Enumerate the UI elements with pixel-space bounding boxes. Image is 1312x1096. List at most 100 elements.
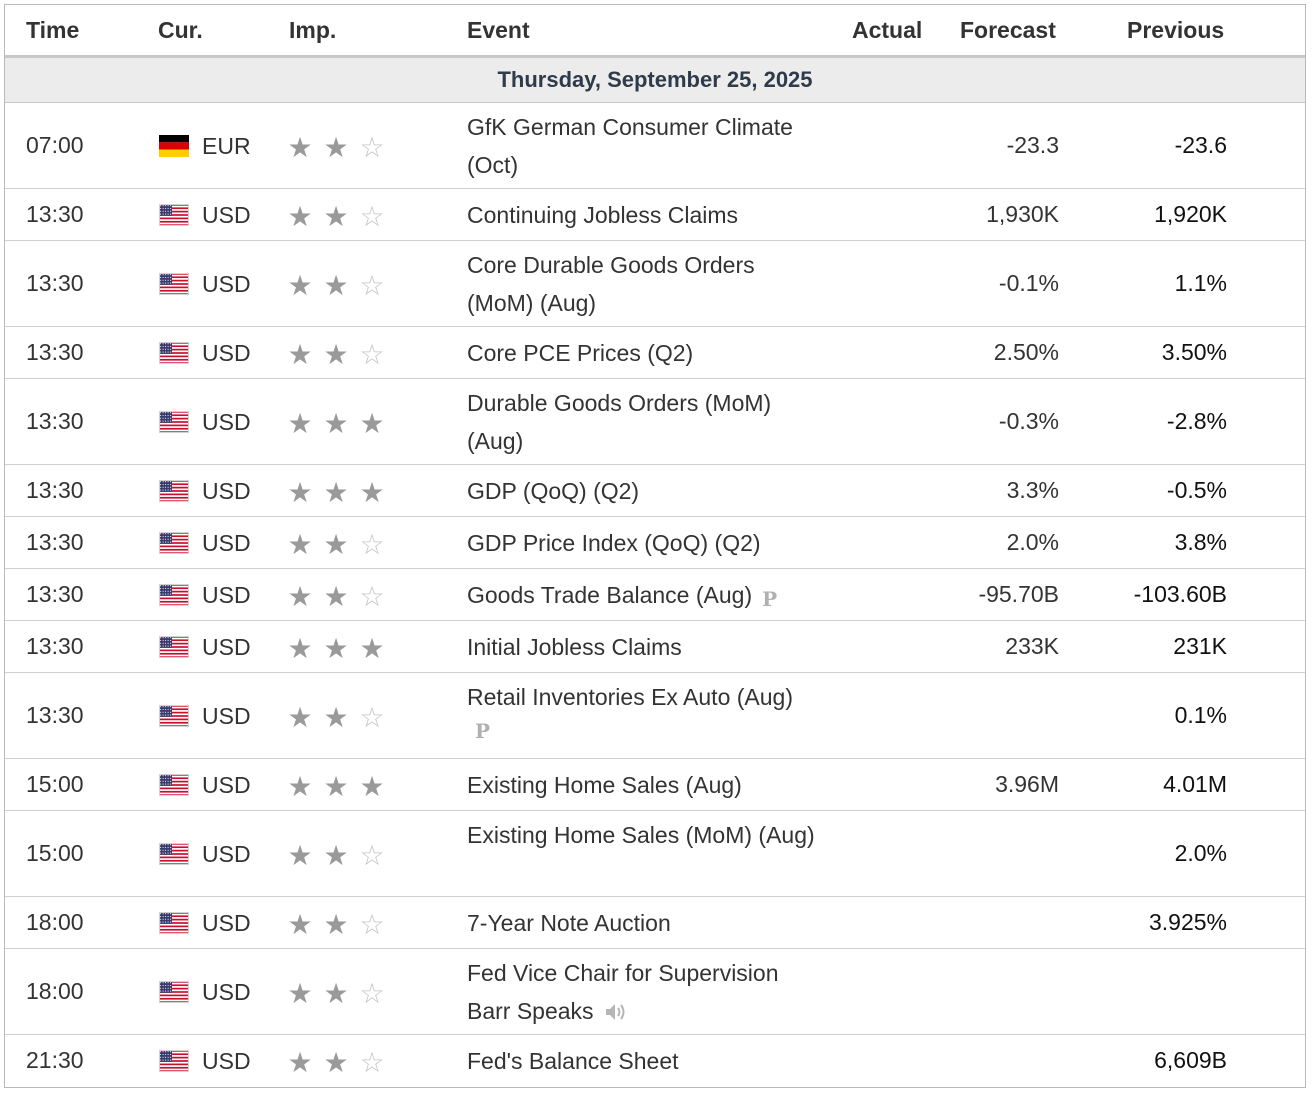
- event-name-text[interactable]: Retail Inventories Ex Auto (Aug): [467, 684, 793, 710]
- event-name-text[interactable]: 7-Year Note Auction: [467, 910, 671, 936]
- star-filled-icon: ★: [287, 909, 313, 940]
- event-name[interactable]: 7-Year Note Auction: [467, 904, 827, 942]
- table-row[interactable]: 13:30 USD ★ ★ ☆ GDP Price Index (QoQ) (Q2) 2.0…: [5, 517, 1305, 569]
- event-name[interactable]: GDP Price Index (QoQ) (Q2): [467, 524, 827, 562]
- event-time: 13:30: [26, 581, 84, 607]
- table-row[interactable]: 18:00 USD ★ ★ ☆ 7-Year Note Auction 3.925%: [5, 897, 1305, 949]
- event-name[interactable]: Continuing Jobless Claims: [467, 196, 827, 234]
- star-filled-icon: ★: [323, 529, 349, 560]
- star-empty-icon: ☆: [359, 132, 385, 163]
- table-row[interactable]: 21:30 USD ★ ★ ☆ Fed's Balance Sheet 6,609B: [5, 1035, 1305, 1087]
- importance-stars: ★ ★ ☆: [287, 1047, 389, 1078]
- event-time: 13:30: [26, 339, 84, 365]
- event-name[interactable]: Core PCE Prices (Q2): [467, 334, 827, 372]
- star-filled-icon: ★: [287, 477, 313, 508]
- event-currency: USD: [202, 1048, 251, 1074]
- event-name[interactable]: Existing Home Sales (MoM) (Aug): [467, 816, 827, 854]
- event-currency: USD: [202, 409, 251, 435]
- header-actual[interactable]: Actual: [852, 17, 923, 43]
- importance-stars: ★ ★ ☆: [287, 339, 389, 370]
- star-filled-icon: ★: [323, 132, 349, 163]
- star-filled-icon: ★: [323, 408, 349, 439]
- star-filled-icon: ★: [323, 909, 349, 940]
- event-name[interactable]: Fed Vice Chair for Supervision Barr Spea…: [467, 954, 827, 1034]
- star-empty-icon: ☆: [359, 909, 385, 940]
- forecast-value: -23.3: [1006, 132, 1059, 158]
- event-currency: USD: [202, 202, 251, 228]
- header-previous[interactable]: Previous: [1127, 17, 1225, 43]
- star-empty-icon: ☆: [359, 702, 385, 733]
- event-name-text[interactable]: GDP Price Index (QoQ) (Q2): [467, 530, 761, 556]
- event-time: 15:00: [26, 840, 84, 866]
- previous-value: 6,609B: [1154, 1047, 1227, 1073]
- table-row[interactable]: 18:00 USD ★ ★ ☆ Fed Vice Chair for Supervisio…: [5, 949, 1305, 1035]
- us-flag-icon: [159, 774, 189, 796]
- event-name-text[interactable]: Goods Trade Balance (Aug): [467, 582, 753, 608]
- table-row[interactable]: 07:00 EUR ★ ★ ☆ GfK German Consumer Climate (…: [5, 103, 1305, 189]
- event-name-text[interactable]: Fed Vice Chair for Supervision Barr Spea…: [467, 960, 779, 1024]
- event-name[interactable]: Existing Home Sales (Aug): [467, 766, 827, 804]
- star-filled-icon: ★: [323, 978, 349, 1009]
- header-forecast[interactable]: Forecast: [960, 17, 1056, 43]
- us-flag-icon: [159, 480, 189, 502]
- previous-value: -2.8%: [1166, 408, 1227, 434]
- table-header: Time Cur. Imp. Event Actual Forecast Pre…: [5, 5, 1305, 58]
- table-row[interactable]: 13:30 USD ★ ★ ★ Durable Goods Orders (MoM) (A…: [5, 379, 1305, 465]
- table-row[interactable]: 13:30 USD ★ ★ ☆ Core Durable Goods Orders (Mo…: [5, 241, 1305, 327]
- importance-stars: ★ ★ ★: [287, 408, 389, 439]
- table-row[interactable]: 13:30 USD ★ ★ ☆ Core PCE Prices (Q2) 2.50% 3.50…: [5, 327, 1305, 379]
- table-row[interactable]: 13:30 USD ★ ★ ☆ Goods Trade Balance (Aug) P -95…: [5, 569, 1305, 621]
- previous-value: 1,920K: [1154, 201, 1227, 227]
- star-empty-icon: ☆: [359, 581, 385, 612]
- table-row[interactable]: 13:30 USD ★ ★ ☆ Continuing Jobless Claims 1,93…: [5, 189, 1305, 241]
- event-name-text[interactable]: Initial Jobless Claims: [467, 634, 682, 660]
- previous-value: 231K: [1173, 633, 1227, 659]
- forecast-value: -0.3%: [998, 408, 1059, 434]
- event-name-text[interactable]: GfK German Consumer Climate (Oct): [467, 114, 793, 178]
- event-currency: USD: [202, 841, 251, 867]
- importance-stars: ★ ★ ★: [287, 771, 389, 802]
- event-time: 15:00: [26, 771, 84, 797]
- header-currency[interactable]: Cur.: [158, 17, 203, 43]
- event-name[interactable]: GDP (QoQ) (Q2): [467, 472, 827, 510]
- importance-stars: ★ ★ ☆: [287, 702, 389, 733]
- economic-calendar-table: Time Cur. Imp. Event Actual Forecast Pre…: [4, 4, 1306, 1088]
- forecast-value: 1,930K: [986, 201, 1059, 227]
- event-name-text[interactable]: Fed's Balance Sheet: [467, 1048, 679, 1074]
- event-name[interactable]: Durable Goods Orders (MoM) (Aug): [467, 384, 827, 460]
- event-name[interactable]: Fed's Balance Sheet: [467, 1042, 827, 1080]
- event-name-text[interactable]: Continuing Jobless Claims: [467, 202, 739, 228]
- event-name[interactable]: Retail Inventories Ex Auto (Aug) P: [467, 678, 827, 746]
- table-row[interactable]: 13:30 USD ★ ★ ★ GDP (QoQ) (Q2) 3.3% -0.5%: [5, 465, 1305, 517]
- event-name-text[interactable]: Existing Home Sales (MoM) (Aug): [467, 822, 815, 848]
- event-currency: USD: [202, 478, 251, 504]
- star-filled-icon: ★: [287, 132, 313, 163]
- previous-value: -23.6: [1174, 132, 1227, 158]
- star-filled-icon: ★: [359, 771, 385, 802]
- header-event[interactable]: Event: [467, 17, 530, 43]
- table-row[interactable]: 13:30 USD ★ ★ ★ Initial Jobless Claims 233K 231…: [5, 621, 1305, 673]
- event-name-text[interactable]: Core Durable Goods Orders (MoM) (Aug): [467, 252, 755, 316]
- previous-value: 2.0%: [1174, 840, 1227, 866]
- header-importance[interactable]: Imp.: [289, 17, 337, 43]
- star-empty-icon: ☆: [359, 1047, 385, 1078]
- star-filled-icon: ★: [287, 270, 313, 301]
- day-header: Thursday, September 25, 2025: [5, 58, 1305, 103]
- table-row[interactable]: 13:30 USD ★ ★ ☆ Retail Inventories Ex Auto (A…: [5, 673, 1305, 759]
- table-row[interactable]: 15:00 USD ★ ★ ★ Existing Home Sales (Aug) 3.96…: [5, 759, 1305, 811]
- header-time[interactable]: Time: [26, 17, 80, 43]
- event-name-text[interactable]: Existing Home Sales (Aug): [467, 772, 742, 798]
- forecast-value: -95.70B: [978, 581, 1059, 607]
- event-name-text[interactable]: GDP (QoQ) (Q2): [467, 478, 640, 504]
- event-name[interactable]: GfK German Consumer Climate (Oct): [467, 108, 827, 184]
- event-name[interactable]: Core Durable Goods Orders (MoM) (Aug): [467, 246, 827, 322]
- event-name[interactable]: Goods Trade Balance (Aug) P: [467, 576, 827, 618]
- event-name-text[interactable]: Durable Goods Orders (MoM) (Aug): [467, 390, 772, 454]
- event-name[interactable]: Initial Jobless Claims: [467, 628, 827, 666]
- star-empty-icon: ☆: [359, 978, 385, 1009]
- event-name-text[interactable]: Core PCE Prices (Q2): [467, 340, 694, 366]
- table-row[interactable]: 15:00 USD ★ ★ ☆ Existing Home Sales (MoM) (Au…: [5, 811, 1305, 897]
- star-filled-icon: ★: [287, 339, 313, 370]
- event-currency: USD: [202, 271, 251, 297]
- us-flag-icon: [159, 912, 189, 934]
